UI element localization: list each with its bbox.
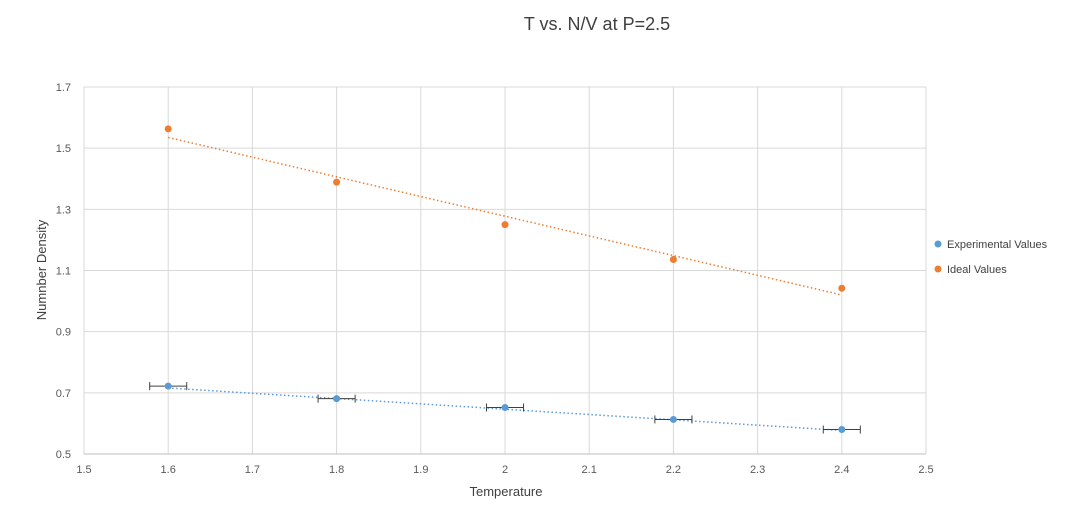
- x-tick-label: 1.7: [245, 464, 260, 476]
- legend-marker-ideal-values: [934, 265, 942, 273]
- legend-label-ideal-values: Ideal Values: [947, 264, 1007, 276]
- y-tick-label: 1.7: [56, 82, 71, 94]
- x-tick-label: 1.8: [329, 464, 344, 476]
- ideal-values-point: [838, 284, 846, 292]
- data-points: [164, 125, 846, 434]
- legend: Experimental Values Ideal Values: [934, 239, 1048, 276]
- experimental-values-point: [838, 426, 846, 434]
- chart-title: T vs. N/V at P=2.5: [524, 14, 670, 34]
- x-axis-title: Temperature: [470, 484, 543, 499]
- x-tick-label: 2.2: [666, 464, 681, 476]
- experimental-values-point: [669, 415, 677, 423]
- ideal-values-point: [501, 221, 509, 229]
- y-tick-label: 1.5: [56, 143, 71, 155]
- x-tick-label: 2.5: [918, 464, 933, 476]
- y-tick-label: 0.7: [56, 388, 71, 400]
- y-tick-label: 0.9: [56, 327, 71, 339]
- x-tick-label: 2.1: [582, 464, 597, 476]
- legend-marker-experimental-values: [934, 240, 942, 248]
- experimental-values-point: [333, 395, 341, 403]
- y-tick-label: 0.5: [56, 449, 71, 461]
- y-axis-title: Numnber Density: [34, 219, 49, 320]
- legend-label-experimental-values: Experimental Values: [947, 239, 1048, 251]
- ideal-values-trendline: [168, 136, 842, 296]
- x-tick-label: 1.6: [161, 464, 176, 476]
- ideal-values-point: [333, 178, 341, 186]
- experimental-values-point: [164, 382, 172, 390]
- experimental-values-point: [501, 404, 509, 412]
- ideal-values-point: [669, 255, 677, 263]
- axes: 1.5 1.6 1.7 1.8 1.9 2 2.1 2.2 2.3 2.4 2.5 0.5 0.7 0.9…: [56, 82, 934, 476]
- x-tick-label: 1.9: [413, 464, 428, 476]
- y-tick-label: 1.1: [56, 266, 71, 278]
- ideal-values-point: [164, 125, 172, 133]
- x-tick-label: 1.5: [76, 464, 91, 476]
- x-tick-label: 2: [502, 464, 508, 476]
- x-tick-label: 2.4: [834, 464, 849, 476]
- y-tick-label: 1.3: [56, 204, 71, 216]
- x-tick-label: 2.3: [750, 464, 765, 476]
- grid: [83, 86, 927, 455]
